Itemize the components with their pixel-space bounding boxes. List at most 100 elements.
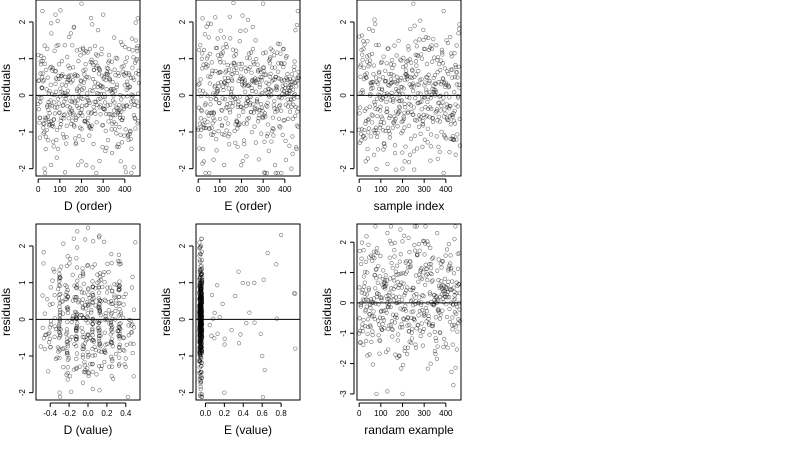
data-point bbox=[82, 360, 87, 365]
data-point bbox=[357, 316, 362, 321]
data-point bbox=[396, 98, 401, 104]
data-point bbox=[386, 347, 391, 352]
data-point bbox=[109, 150, 115, 156]
data-point bbox=[373, 286, 378, 291]
data-point bbox=[85, 320, 90, 325]
data-point bbox=[256, 116, 261, 121]
data-point bbox=[48, 118, 54, 124]
data-point bbox=[242, 138, 247, 143]
data-point bbox=[377, 322, 382, 327]
data-point bbox=[51, 139, 56, 144]
data-point bbox=[87, 296, 92, 301]
data-point bbox=[74, 365, 79, 371]
data-point bbox=[199, 282, 204, 287]
data-point bbox=[128, 341, 133, 346]
data-point bbox=[130, 350, 135, 356]
data-point bbox=[273, 170, 278, 176]
data-point bbox=[398, 75, 404, 81]
data-point bbox=[51, 267, 56, 272]
x-tick-label: 300 bbox=[417, 409, 431, 418]
data-point bbox=[75, 245, 80, 250]
data-point bbox=[39, 86, 44, 91]
data-point bbox=[371, 249, 377, 254]
data-point bbox=[97, 67, 102, 72]
data-point bbox=[109, 339, 114, 344]
data-point bbox=[263, 72, 269, 77]
data-point bbox=[368, 324, 373, 329]
data-point bbox=[385, 109, 390, 114]
data-point bbox=[360, 57, 365, 62]
data-point bbox=[421, 27, 426, 33]
y-tick-label: 2 bbox=[178, 243, 187, 248]
data-point bbox=[197, 357, 202, 363]
data-point bbox=[88, 15, 94, 21]
data-point bbox=[73, 336, 78, 342]
data-point bbox=[108, 320, 114, 326]
data-point bbox=[406, 44, 411, 49]
data-point bbox=[393, 167, 398, 172]
data-point bbox=[68, 31, 73, 36]
data-point bbox=[74, 88, 80, 93]
data-point bbox=[199, 263, 204, 268]
data-point bbox=[245, 17, 251, 22]
data-point bbox=[407, 265, 412, 270]
data-point bbox=[126, 323, 131, 328]
data-point bbox=[292, 59, 297, 64]
data-point bbox=[129, 92, 134, 97]
data-point bbox=[387, 255, 392, 260]
data-point bbox=[65, 295, 70, 300]
data-point bbox=[86, 115, 91, 120]
data-point bbox=[107, 364, 112, 369]
data-point bbox=[256, 68, 261, 73]
data-point bbox=[118, 310, 124, 315]
data-point bbox=[289, 72, 295, 77]
data-point bbox=[42, 121, 47, 127]
data-point bbox=[272, 162, 278, 168]
data-point bbox=[381, 308, 386, 313]
data-point bbox=[402, 110, 407, 115]
x-tick-label: 0.0 bbox=[200, 409, 212, 418]
data-point bbox=[438, 68, 443, 73]
data-point bbox=[411, 112, 416, 117]
data-point bbox=[260, 394, 266, 400]
data-point bbox=[290, 134, 295, 139]
data-point bbox=[230, 72, 235, 77]
data-point bbox=[448, 34, 453, 40]
data-point bbox=[399, 280, 404, 285]
data-point bbox=[97, 333, 102, 338]
data-point bbox=[75, 98, 80, 103]
data-point bbox=[67, 337, 72, 342]
data-point bbox=[207, 51, 213, 56]
data-point bbox=[405, 77, 410, 82]
data-point bbox=[398, 78, 403, 83]
data-point bbox=[220, 132, 225, 137]
data-point bbox=[358, 62, 364, 67]
data-point bbox=[232, 96, 238, 101]
data-point bbox=[36, 78, 42, 83]
data-point bbox=[217, 116, 223, 122]
data-point bbox=[372, 255, 377, 261]
data-point bbox=[373, 127, 378, 133]
data-point bbox=[397, 105, 402, 110]
data-point bbox=[209, 60, 214, 65]
data-point bbox=[390, 334, 395, 339]
data-point bbox=[422, 239, 427, 244]
data-point bbox=[403, 290, 408, 296]
data-point bbox=[450, 327, 455, 332]
data-point bbox=[384, 282, 389, 287]
data-point bbox=[92, 353, 98, 358]
x-tick-label: 300 bbox=[417, 185, 431, 194]
data-point bbox=[70, 272, 75, 278]
data-point bbox=[198, 345, 203, 351]
data-point bbox=[444, 292, 449, 297]
data-point bbox=[88, 88, 93, 93]
y-tick-label: 1 bbox=[339, 56, 348, 61]
data-point bbox=[240, 109, 246, 114]
data-point bbox=[430, 256, 435, 261]
data-point bbox=[370, 254, 376, 259]
data-point bbox=[401, 64, 406, 70]
data-point bbox=[285, 104, 291, 109]
